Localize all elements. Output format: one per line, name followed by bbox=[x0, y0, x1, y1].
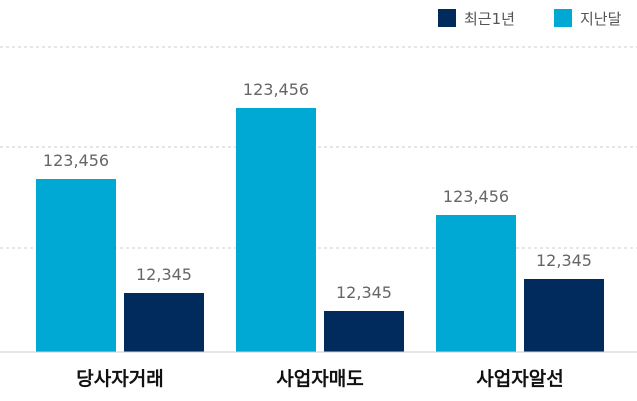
data-label-recent-year-2: 12,345 bbox=[536, 251, 592, 270]
bar-recent-year-0 bbox=[124, 293, 204, 352]
legend-swatch-recent-year bbox=[438, 9, 456, 27]
category-label-1: 사업자매도 bbox=[276, 368, 363, 390]
data-label-recent-year-1: 12,345 bbox=[336, 283, 392, 302]
bar-recent-year-2 bbox=[524, 279, 604, 352]
gridlines bbox=[0, 46, 637, 249]
category-label-0: 당사자거래 bbox=[76, 368, 163, 390]
bar-last-month-1 bbox=[236, 108, 316, 352]
bars bbox=[36, 108, 604, 352]
data-label-last-month-2: 123,456 bbox=[443, 187, 509, 206]
category-label-2: 사업자알선 bbox=[476, 368, 563, 390]
bar-last-month-2 bbox=[436, 215, 516, 352]
data-label-last-month-1: 123,456 bbox=[243, 80, 309, 99]
data-label-last-month-0: 123,456 bbox=[43, 151, 109, 170]
data-labels: 123,456 12,345 123,456 12,345 123,456 12,345 bbox=[43, 80, 592, 302]
legend: 최근1년 지난달 bbox=[438, 9, 622, 28]
bar-last-month-0 bbox=[36, 179, 116, 352]
legend-label-last-month: 지난달 bbox=[580, 10, 622, 28]
bar-recent-year-1 bbox=[324, 311, 404, 352]
category-labels: 당사자거래 사업자매도 사업자알선 bbox=[76, 368, 563, 390]
legend-label-recent-year: 최근1년 bbox=[464, 10, 515, 28]
data-label-recent-year-0: 12,345 bbox=[136, 265, 192, 284]
legend-swatch-last-month bbox=[554, 9, 572, 27]
